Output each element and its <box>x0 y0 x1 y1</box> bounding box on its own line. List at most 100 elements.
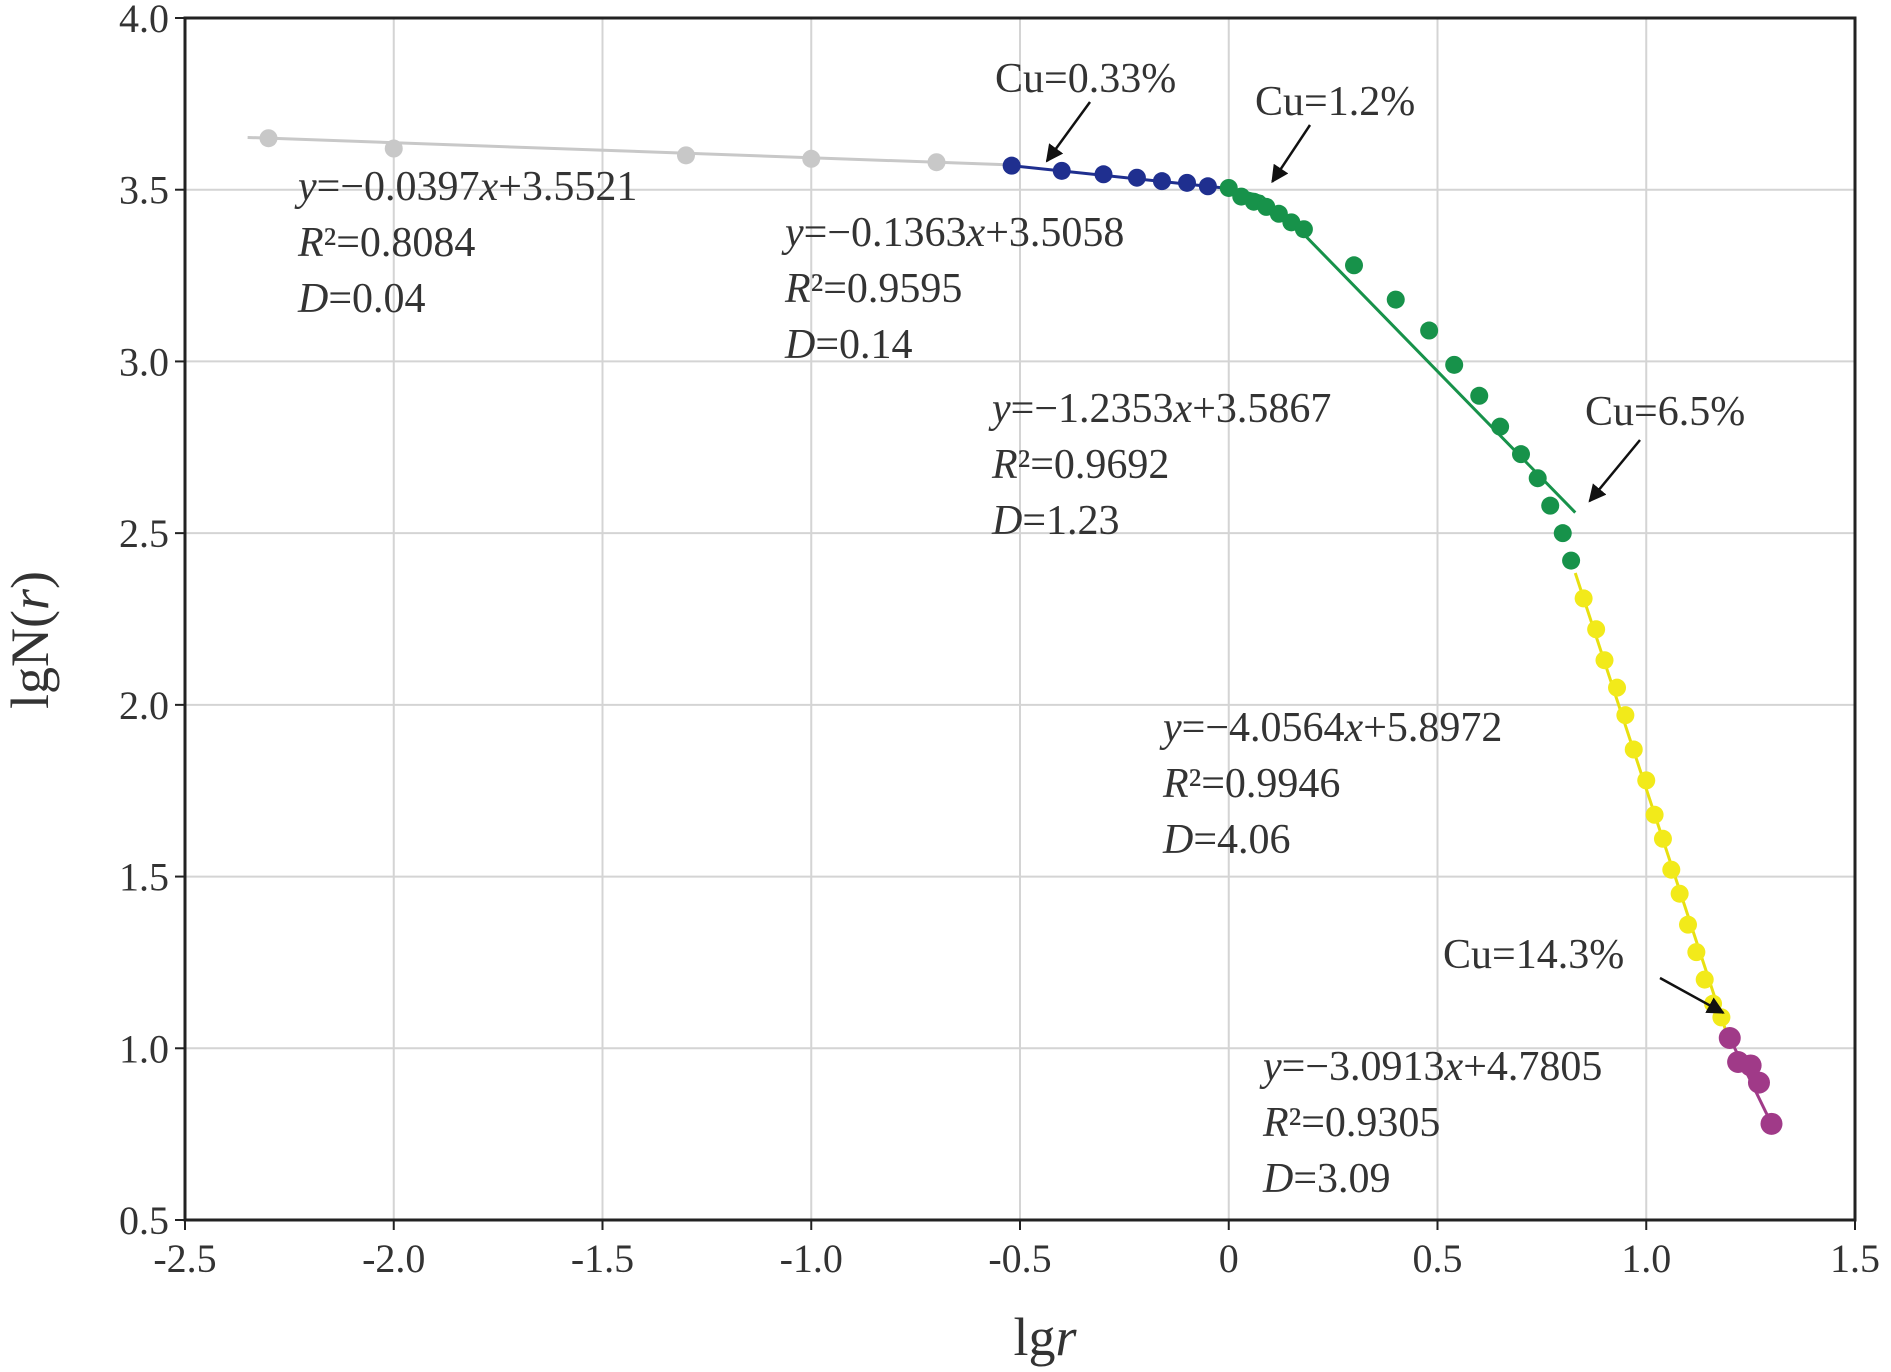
segment-2-point <box>1094 165 1113 184</box>
y-axis-ticks: 0.5 1.0 1.5 2.0 2.5 3.0 3.5 4.0 <box>119 0 185 1243</box>
cu-threshold-callout: Cu=6.5% <box>1585 389 1745 503</box>
segment-2-point <box>1127 168 1146 187</box>
data-points <box>259 129 1783 1135</box>
segment-4-point <box>1653 829 1672 848</box>
cu-threshold-callout: Cu=1.2% <box>1255 79 1415 184</box>
cu-threshold-label: Cu=1.2% <box>1255 79 1415 125</box>
fractal-dimension: D=1.23 <box>991 498 1120 544</box>
y-tick-label: 1.5 <box>119 855 169 900</box>
fractal-dimension: D=3.09 <box>1262 1156 1391 1202</box>
r-squared: R²=0.9595 <box>784 266 962 312</box>
regression-equation: y=−0.0397x+3.5521 <box>294 164 637 210</box>
segment-4-point <box>1574 589 1593 608</box>
segment-2-point <box>1002 156 1021 175</box>
cu-threshold-arrow <box>1045 101 1092 163</box>
regression-equation: y=−1.2353x+3.5867 <box>988 386 1331 432</box>
segment-3-point <box>1562 551 1581 570</box>
x-axis-title: lgr <box>1013 1307 1077 1367</box>
regression-equation: y=−4.0564x+5.8972 <box>1159 705 1502 751</box>
cu-threshold-arrow <box>1588 439 1641 503</box>
segment-2-stats: y=−0.1363x+3.5058 R²=0.9595 D=0.14 <box>781 210 1124 368</box>
fractal-dimension: D=4.06 <box>1162 817 1291 863</box>
fractal-dimension: D=0.14 <box>784 322 913 368</box>
segment-1-point <box>677 146 695 165</box>
x-tick-label: 1.0 <box>1621 1236 1671 1281</box>
segment-4-point <box>1670 884 1689 903</box>
cu-threshold-arrow <box>1659 976 1725 1014</box>
r-squared: R²=0.8084 <box>297 220 475 266</box>
segment-4-point <box>1624 740 1643 759</box>
segment-4-point <box>1637 771 1656 790</box>
segment-1-point <box>259 129 278 148</box>
segment-3-point <box>1512 445 1530 464</box>
segment-3-point <box>1491 417 1510 436</box>
segment-5-point <box>1747 1071 1770 1094</box>
segment-3-point <box>1294 220 1313 239</box>
cu-threshold-label: Cu=14.3% <box>1443 932 1624 978</box>
r-squared: R²=0.9692 <box>991 442 1169 488</box>
y-tick-label: 3.0 <box>119 339 169 384</box>
x-tick-label: -1.0 <box>780 1236 843 1281</box>
segment-1-point <box>384 139 403 158</box>
segment-3-point <box>1219 178 1238 197</box>
x-tick-label: -1.5 <box>571 1236 634 1281</box>
segment-4-point <box>1608 678 1627 697</box>
y-tick-label: 3.5 <box>119 168 169 213</box>
segment-3-fit-line <box>1228 186 1577 514</box>
x-tick-label: 1.5 <box>1830 1236 1880 1281</box>
segment-1-point <box>927 153 946 172</box>
segment-4-point <box>1695 970 1714 989</box>
r-squared: R²=0.9946 <box>1162 761 1340 807</box>
segment-2-point <box>1178 173 1196 192</box>
segment-5-point <box>1760 1112 1783 1135</box>
fractal-dimension: D=0.04 <box>297 276 426 322</box>
segment-4-point <box>1616 706 1635 725</box>
x-axis-ticks: -2.5 -2.0 -1.5 -1.0 -0.5 0 0.5 1.0 1.5 <box>153 1220 1880 1281</box>
segment-3-stats: y=−1.2353x+3.5867 R²=0.9692 D=1.23 <box>988 386 1331 544</box>
segment-3-point <box>1553 524 1572 543</box>
cu-threshold-callout: Cu=14.3% <box>1443 932 1725 1014</box>
segment-1-point <box>802 149 821 168</box>
y-tick-label: 4.0 <box>119 0 169 41</box>
segment-5-point <box>1739 1054 1762 1077</box>
x-tick-label: -2.5 <box>153 1236 216 1281</box>
segment-3-point <box>1345 256 1363 275</box>
segment-4-point <box>1662 860 1681 879</box>
segment-1-fit-line <box>247 135 1021 167</box>
x-tick-label: -2.0 <box>362 1236 425 1281</box>
segment-3-point <box>1528 469 1547 488</box>
segment-4-point <box>1679 915 1697 934</box>
x-tick-label: -0.5 <box>988 1236 1051 1281</box>
y-axis-title: lgN(r) <box>0 571 60 709</box>
cu-threshold-callout: Cu=0.33% <box>995 56 1176 163</box>
segment-3-point <box>1445 355 1464 374</box>
cu-threshold-label: Cu=6.5% <box>1585 389 1745 435</box>
segment-3-point <box>1269 204 1288 223</box>
annotations: y=−0.0397x+3.5521 R²=0.8084 D=0.04 y=−0.136… <box>294 56 1745 1202</box>
segment-2-point <box>1152 172 1171 191</box>
segment-4-point <box>1687 943 1706 962</box>
segment-3-point <box>1386 290 1405 309</box>
segment-3-point <box>1420 321 1439 340</box>
segment-4-stats: y=−4.0564x+5.8972 R²=0.9946 D=4.06 <box>1159 705 1502 863</box>
segment-4-point <box>1645 805 1664 824</box>
r-squared: R²=0.9305 <box>1262 1100 1440 1146</box>
regression-equation: y=−0.1363x+3.5058 <box>781 210 1124 256</box>
segment-4-point <box>1587 620 1606 639</box>
segment-4-point <box>1595 651 1614 670</box>
x-tick-label: 0.5 <box>1413 1236 1463 1281</box>
y-tick-label: 0.5 <box>119 1198 169 1243</box>
regression-equation: y=−3.0913x+4.7805 <box>1259 1044 1602 1090</box>
segment-3-point <box>1541 496 1560 515</box>
cu-threshold-arrow <box>1271 124 1312 184</box>
segment-5-stats: y=−3.0913x+4.7805 R²=0.9305 D=3.09 <box>1259 1044 1602 1202</box>
segment-1-stats: y=−0.0397x+3.5521 R²=0.8084 D=0.04 <box>294 164 637 322</box>
segment-3-point <box>1470 386 1489 405</box>
cu-threshold-label: Cu=0.33% <box>995 56 1176 102</box>
y-tick-label: 2.5 <box>119 511 169 556</box>
segment-2-point <box>1198 177 1217 196</box>
y-tick-label: 2.0 <box>119 683 169 728</box>
segment-5-point <box>1718 1026 1741 1049</box>
y-tick-label: 1.0 <box>119 1026 169 1071</box>
